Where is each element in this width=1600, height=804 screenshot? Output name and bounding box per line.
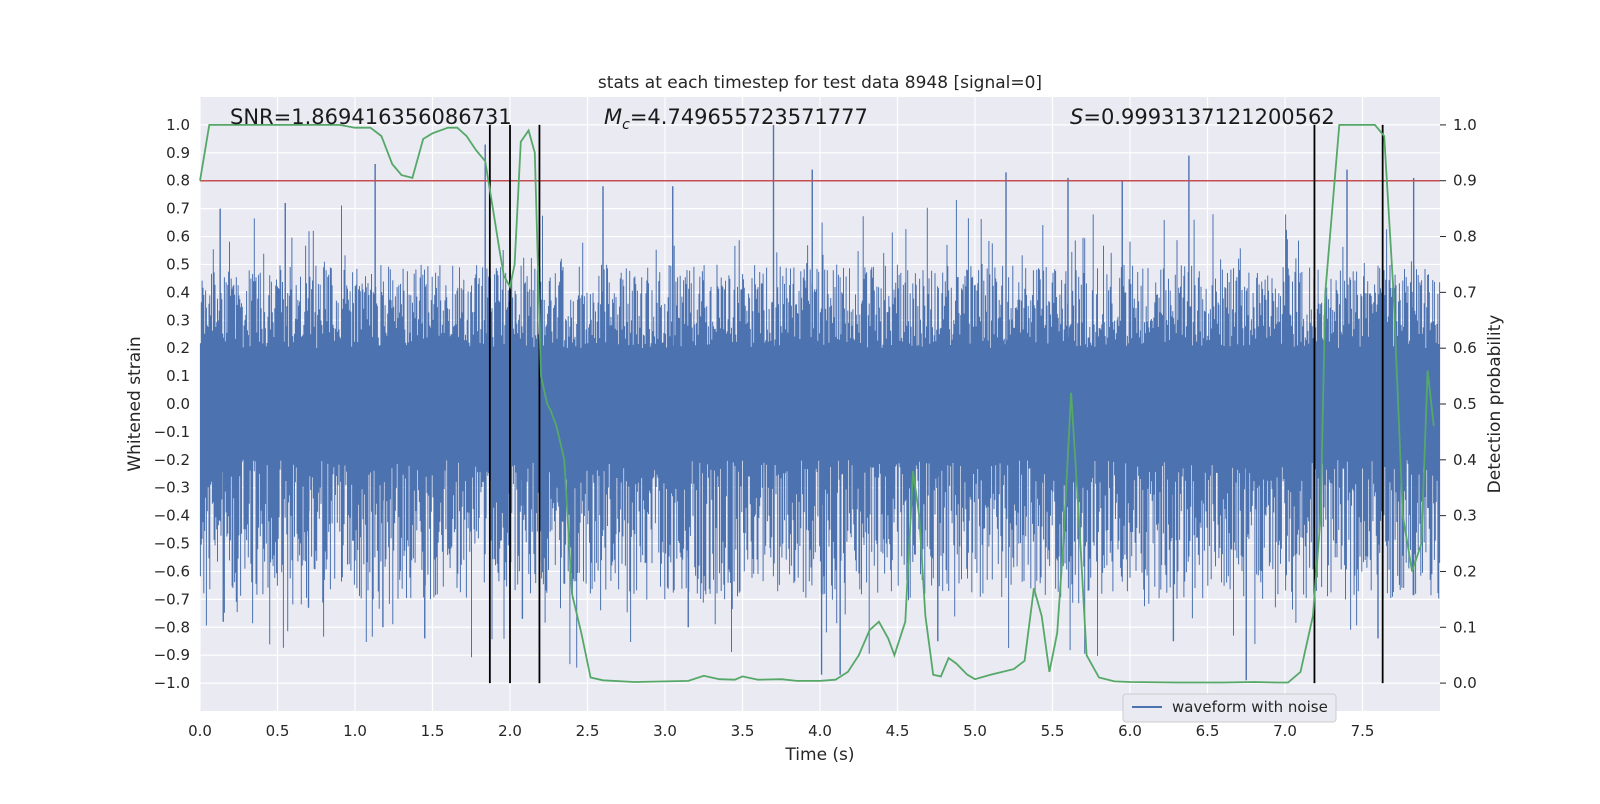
x-tick-label-1: 0.5 bbox=[266, 722, 290, 740]
y-left-tick-label-2: 0.8 bbox=[166, 172, 190, 190]
score-annotation: S=0.9993137121200562 bbox=[1070, 105, 1335, 129]
y-left-tick-label-17: −0.7 bbox=[154, 590, 190, 608]
waveform-series bbox=[199, 124, 1441, 681]
y-left-tick-label-8: 0.2 bbox=[166, 339, 190, 357]
chirp-mass-annotation: Mc=4.749655723571777 bbox=[604, 105, 868, 133]
y-left-tick-label-9: 0.1 bbox=[166, 367, 190, 385]
y-right-tick-label-1: 0.9 bbox=[1453, 172, 1477, 190]
x-axis-ticks: 0.0 0.5 1.0 1.5 2.0 2.5 3.0 3.5 4.0 4.5 5.0 5.5 6.0 6… bbox=[188, 722, 1374, 740]
y-left-tick-label-6: 0.4 bbox=[166, 283, 190, 301]
probability-series bbox=[199, 124, 1435, 684]
y-right-axis-ticks: 1.0 0.9 0.8 0.7 0.6 0.5 0.4 0.3 0.2 0.1 0.0 bbox=[1440, 116, 1477, 692]
x-tick-label-6: 3.0 bbox=[653, 722, 677, 740]
x-tick-label-4: 2.0 bbox=[498, 722, 522, 740]
legend-box bbox=[1122, 693, 1337, 723]
y-right-tick-label-9: 0.1 bbox=[1453, 618, 1477, 636]
y-right-tick-label-8: 0.2 bbox=[1453, 562, 1477, 580]
x-tick-label-9: 4.5 bbox=[886, 722, 910, 740]
y-left-axis-ticks: 1.0 0.9 0.8 0.7 0.6 0.5 0.4 0.3 0.2 0.1 0.0 −0.1 −0.… bbox=[154, 116, 190, 692]
legend: waveform with noise bbox=[1122, 693, 1337, 723]
x-tick-label-15: 7.5 bbox=[1351, 722, 1375, 740]
y-right-tick-label-6: 0.4 bbox=[1453, 451, 1477, 469]
x-axis-label: Time (s) bbox=[784, 745, 854, 765]
chirp-mass-value: =4.749655723571777 bbox=[630, 105, 868, 129]
y-right-tick-label-10: 0.0 bbox=[1453, 674, 1477, 692]
y-left-tick-label-18: −0.8 bbox=[154, 618, 190, 636]
y-left-tick-label-3: 0.7 bbox=[166, 200, 190, 218]
x-tick-label-7: 3.5 bbox=[731, 722, 755, 740]
score-symbol: S bbox=[1070, 105, 1083, 129]
y-right-axis-label: Detection probability bbox=[1485, 315, 1505, 494]
x-tick-label-0: 0.0 bbox=[188, 722, 212, 740]
legend-entry-waveform: waveform with noise bbox=[1172, 698, 1328, 716]
y-left-tick-label-0: 1.0 bbox=[166, 116, 190, 134]
y-right-tick-label-3: 0.7 bbox=[1453, 283, 1477, 301]
y-left-tick-label-13: −0.3 bbox=[154, 479, 190, 497]
x-tick-label-13: 6.5 bbox=[1196, 722, 1220, 740]
y-left-tick-label-12: −0.2 bbox=[154, 451, 190, 469]
y-left-tick-label-7: 0.3 bbox=[166, 311, 190, 329]
x-tick-label-5: 2.5 bbox=[576, 722, 600, 740]
y-left-tick-label-16: −0.6 bbox=[154, 562, 190, 580]
waveform-strands bbox=[199, 200, 1441, 668]
x-tick-label-10: 5.0 bbox=[963, 722, 987, 740]
y-right-tick-label-4: 0.6 bbox=[1453, 339, 1477, 357]
y-right-tick-label-0: 1.0 bbox=[1453, 116, 1477, 134]
x-tick-label-11: 5.5 bbox=[1041, 722, 1065, 740]
y-right-tick-label-5: 0.5 bbox=[1453, 395, 1477, 413]
y-left-tick-label-1: 0.9 bbox=[166, 144, 190, 162]
y-left-tick-label-15: −0.5 bbox=[154, 535, 190, 553]
x-tick-label-14: 7.0 bbox=[1273, 722, 1297, 740]
probability-line bbox=[199, 124, 1435, 684]
chart-title: stats at each timestep for test data 894… bbox=[598, 73, 1042, 93]
y-right-tick-label-2: 0.8 bbox=[1453, 228, 1477, 246]
chirp-mass-subscript: c bbox=[622, 117, 630, 133]
x-tick-label-12: 6.0 bbox=[1118, 722, 1142, 740]
y-left-tick-label-4: 0.6 bbox=[166, 228, 190, 246]
snr-annotation: SNR=1.869416356086731 bbox=[230, 105, 512, 129]
chirp-mass-symbol: M bbox=[604, 105, 622, 129]
x-tick-label-8: 4.0 bbox=[808, 722, 832, 740]
y-left-tick-label-14: −0.4 bbox=[154, 507, 190, 525]
x-tick-label-2: 1.0 bbox=[343, 722, 367, 740]
y-left-tick-label-10: 0.0 bbox=[166, 395, 190, 413]
y-left-tick-label-5: 0.5 bbox=[166, 255, 190, 273]
y-left-tick-label-19: −0.9 bbox=[154, 646, 190, 664]
y-right-tick-label-7: 0.3 bbox=[1453, 507, 1477, 525]
y-left-tick-label-20: −1.0 bbox=[154, 674, 190, 692]
y-left-axis-label: Whitened strain bbox=[125, 336, 145, 471]
x-tick-label-3: 1.5 bbox=[421, 722, 445, 740]
score-value: =0.9993137121200562 bbox=[1083, 105, 1334, 129]
y-left-tick-label-11: −0.1 bbox=[154, 423, 190, 441]
